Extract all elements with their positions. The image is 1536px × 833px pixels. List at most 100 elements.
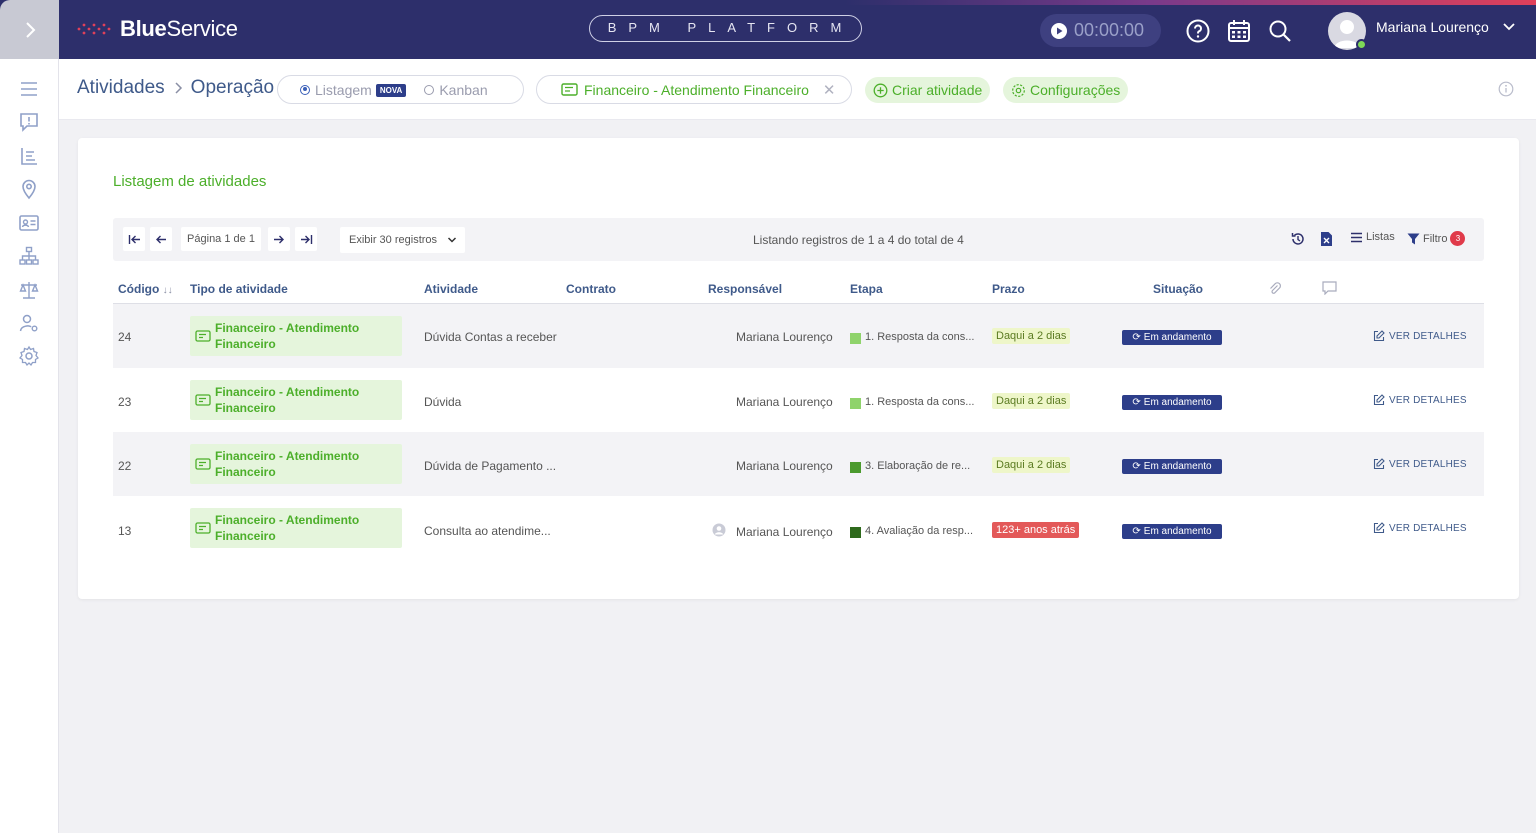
cell-owner: Mariana Lourenço — [736, 525, 833, 539]
view-listagem-option[interactable]: Listagem NOVA — [300, 81, 407, 98]
cell-code: 13 — [118, 524, 132, 538]
view-details-button[interactable]: VER DETALHES — [1373, 330, 1467, 342]
deadline-badge: Daqui a 2 dias — [992, 328, 1071, 344]
cell-owner: Mariana Lourenço — [736, 395, 833, 409]
last-page-button[interactable] — [295, 227, 317, 251]
ticket-icon — [195, 458, 211, 470]
card-title: Listagem de atividades — [113, 173, 267, 190]
column-header-code[interactable]: Código ↓↓ — [118, 282, 173, 296]
column-header-owner[interactable]: Responsável — [708, 282, 783, 296]
cell-code: 22 — [118, 459, 132, 473]
list-icon — [1351, 232, 1362, 242]
radio-unselected-icon — [424, 84, 435, 95]
edit-icon — [1373, 394, 1385, 406]
arrow-right-icon — [274, 235, 284, 243]
records-per-page-select[interactable]: Exibir 30 registros — [340, 227, 465, 253]
settings-button[interactable]: Configurações — [1003, 77, 1129, 103]
page-header: Atividades Operação Listagem NOVA Kanban … — [59, 59, 1536, 120]
alert-message-icon[interactable] — [18, 111, 40, 133]
location-pin-icon[interactable] — [18, 178, 40, 200]
breadcrumb-current: Operação — [190, 77, 275, 98]
activity-type-filter-chip[interactable]: Financeiro - Atendimento Financeiro ✕ — [536, 75, 852, 104]
logo-mark-icon — [77, 23, 111, 35]
edit-icon — [1373, 330, 1385, 342]
user-settings-icon[interactable] — [18, 312, 40, 334]
brand-logo[interactable]: BlueService — [76, 16, 238, 42]
refresh-icon: ⟳ — [1132, 397, 1141, 408]
filter-button[interactable]: Filtro 3 — [1407, 231, 1466, 246]
settings-label: Configurações — [1030, 82, 1121, 98]
column-header-type[interactable]: Tipo de atividade — [190, 282, 288, 296]
filter-funnel-icon — [1407, 233, 1420, 244]
cell-stage: 3. Elaboração de re... — [865, 460, 971, 472]
brand-name: BlueService — [120, 16, 238, 41]
org-chart-icon[interactable] — [18, 245, 40, 267]
top-accent-stripe — [0, 0, 1536, 5]
edit-icon — [1373, 522, 1385, 534]
stage-color-marker — [850, 333, 861, 344]
view-kanban-option[interactable]: Kanban — [424, 82, 488, 98]
refresh-icon: ⟳ — [1132, 461, 1141, 472]
header-divider — [113, 303, 1484, 304]
activity-type-label: Financeiro - Atendimento Financeiro — [215, 385, 360, 415]
history-button[interactable] — [1290, 231, 1306, 247]
view-details-button[interactable]: VER DETALHES — [1373, 394, 1467, 406]
export-excel-button[interactable] — [1320, 231, 1333, 247]
column-header-activity[interactable]: Atividade — [424, 282, 479, 296]
create-activity-button[interactable]: Criar atividade — [865, 77, 991, 103]
cell-stage: 4. Avaliação da resp... — [865, 525, 974, 537]
lists-button[interactable]: Listas — [1350, 231, 1395, 243]
table-row[interactable]: 23 Financeiro - Atendimento Financeiro D… — [113, 368, 1484, 432]
status-badge: ⟳ Em andamento — [1122, 330, 1222, 345]
cell-activity: Dúvida — [424, 395, 462, 409]
cell-activity: Dúvida de Pagamento ... — [424, 459, 557, 473]
timer-button[interactable]: 00:00:00 — [1040, 14, 1161, 47]
expand-sidebar-button[interactable] — [0, 0, 59, 59]
calendar-icon[interactable] — [1226, 18, 1252, 44]
gear-icon — [1012, 83, 1025, 97]
sidebar — [0, 59, 59, 833]
first-page-icon — [128, 234, 140, 244]
list-chart-icon[interactable] — [18, 145, 40, 167]
table-row[interactable]: 24 Financeiro - Atendimento Financeiro D… — [113, 304, 1484, 368]
table-row[interactable]: 13 Financeiro - Atendimento Financeiro C… — [113, 496, 1484, 560]
info-icon[interactable] — [1498, 81, 1514, 97]
scale-icon[interactable] — [18, 279, 40, 301]
breadcrumb-root[interactable]: Atividades — [77, 77, 165, 98]
chevron-right-icon — [175, 82, 182, 94]
deadline-badge: 123+ anos atrás — [992, 522, 1080, 538]
view-listagem-label: Listagem — [315, 81, 372, 98]
close-icon[interactable]: ✕ — [822, 81, 836, 99]
chevron-down-icon — [1503, 23, 1515, 31]
help-icon[interactable] — [1185, 18, 1211, 44]
menu-icon[interactable] — [18, 78, 40, 100]
activity-type-label: Financeiro - Atendimento Financeiro — [215, 321, 360, 351]
first-page-button[interactable] — [123, 227, 145, 251]
next-page-button[interactable] — [268, 227, 290, 251]
column-header-deadline[interactable]: Prazo — [992, 282, 1025, 296]
status-badge: ⟳ Em andamento — [1122, 524, 1222, 539]
gear-icon[interactable] — [18, 345, 40, 367]
ticket-icon — [195, 522, 211, 534]
sort-desc-icon: ↓↓ — [162, 285, 173, 296]
user-silhouette-icon — [1334, 20, 1360, 48]
user-name: Mariana Lourenço — [1376, 19, 1489, 35]
table-row[interactable]: 22 Financeiro - Atendimento Financeiro D… — [113, 432, 1484, 496]
history-icon — [1291, 233, 1304, 245]
view-details-button[interactable]: VER DETALHES — [1373, 458, 1467, 470]
prev-page-button[interactable] — [150, 227, 172, 251]
search-icon[interactable] — [1267, 18, 1293, 44]
column-header-status[interactable]: Situação — [1153, 282, 1204, 296]
create-activity-label: Criar atividade — [892, 82, 983, 98]
chevron-down-icon — [447, 237, 457, 243]
id-card-icon[interactable] — [18, 212, 40, 234]
platform-label: BPM PLATFORM — [589, 15, 862, 42]
ticket-icon — [561, 83, 578, 96]
activity-type-chip: Financeiro - Atendimento Financeiro — [190, 316, 402, 356]
column-header-contract[interactable]: Contrato — [566, 282, 616, 296]
activity-type-chip: Financeiro - Atendimento Financeiro — [190, 380, 402, 420]
column-header-stage[interactable]: Etapa — [850, 282, 883, 296]
filter-chip-label: Financeiro - Atendimento Financeiro — [584, 81, 809, 98]
view-details-button[interactable]: VER DETALHES — [1373, 522, 1467, 534]
play-circle-icon — [1051, 22, 1067, 39]
